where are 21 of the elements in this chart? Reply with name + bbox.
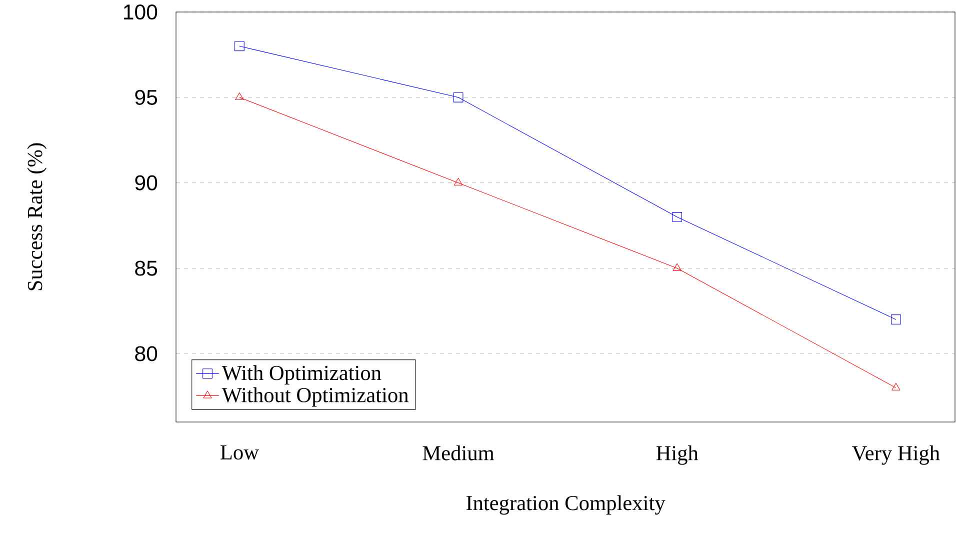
x-axis-title: Integration Complexity	[466, 495, 666, 515]
point	[890, 314, 901, 324]
x-tick-label: Very High	[852, 445, 940, 465]
x-tick-label: Low	[220, 445, 259, 460]
y-tick-label: 80	[135, 346, 158, 362]
y-tick-label: 95	[135, 90, 158, 105]
legend-label: With Optimization	[222, 365, 382, 384]
y-tick-label: 100	[124, 4, 158, 20]
legend-label: Without Optimization	[222, 387, 408, 407]
point	[453, 92, 464, 102]
y-tick-label: 85	[135, 260, 158, 276]
x-tick-label: Medium	[422, 445, 494, 460]
point	[235, 92, 244, 100]
point	[892, 382, 900, 390]
point	[454, 178, 463, 186]
point	[672, 212, 682, 222]
x-tick-label: High	[656, 445, 698, 465]
y-tick-label: 90	[135, 175, 158, 190]
point	[672, 263, 682, 271]
y-axis-title: Success Rate (%)	[27, 143, 47, 290]
point	[234, 41, 244, 52]
